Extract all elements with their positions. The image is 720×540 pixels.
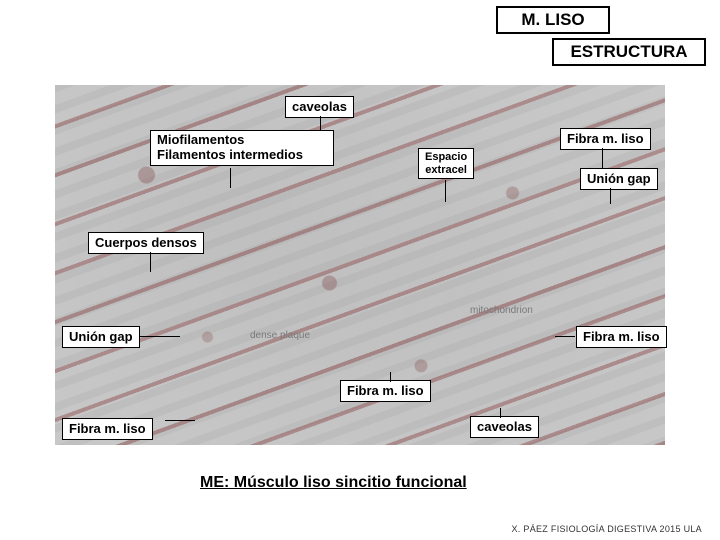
label-union-gap-right: Unión gap bbox=[580, 168, 658, 190]
slide-stage: M. LISO ESTRUCTURA dense plaque mitochon… bbox=[0, 0, 720, 540]
leader bbox=[165, 420, 195, 421]
figure-caption: ME: Músculo liso sincitio funcional bbox=[200, 474, 467, 492]
dense-plaque-text: dense plaque bbox=[250, 330, 310, 341]
label-fibra-right-2: Fibra m. liso bbox=[576, 326, 667, 348]
leader bbox=[445, 180, 446, 202]
mitochondrion-text: mitochondrion bbox=[470, 305, 533, 316]
header-title: M. LISO bbox=[496, 6, 610, 34]
leader bbox=[150, 252, 151, 272]
label-cuerpos-densos: Cuerpos densos bbox=[88, 232, 204, 254]
label-fibra-top-right: Fibra m. liso bbox=[560, 128, 651, 150]
label-caveolas-top: caveolas bbox=[285, 96, 354, 118]
label-miofilamentos: Miofilamentos Filamentos intermedios bbox=[150, 130, 334, 166]
leader bbox=[500, 408, 501, 418]
header-subtitle: ESTRUCTURA bbox=[552, 38, 706, 66]
leader bbox=[602, 148, 603, 168]
slide-footer: X. PÁEZ FISIOLOGÍA DIGESTIVA 2015 ULA bbox=[511, 524, 702, 534]
label-fibra-bottom-left: Fibra m. liso bbox=[62, 418, 153, 440]
leader bbox=[390, 372, 391, 382]
label-fibra-mid: Fibra m. liso bbox=[340, 380, 431, 402]
leader bbox=[230, 168, 231, 188]
leader bbox=[140, 336, 180, 337]
leader bbox=[610, 188, 611, 204]
label-espacio-extracel: Espacio extracel bbox=[418, 148, 474, 179]
label-caveolas-bottom: caveolas bbox=[470, 416, 539, 438]
leader bbox=[555, 336, 575, 337]
label-union-gap-left: Unión gap bbox=[62, 326, 140, 348]
